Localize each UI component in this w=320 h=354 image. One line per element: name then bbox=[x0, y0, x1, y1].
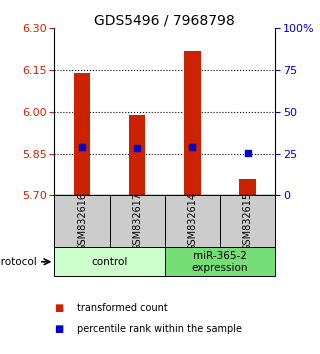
Text: GSM832614: GSM832614 bbox=[188, 192, 197, 251]
Text: GSM832617: GSM832617 bbox=[132, 192, 142, 251]
Bar bbox=[74, 73, 90, 195]
Bar bbox=[165, 247, 275, 276]
Bar bbox=[109, 195, 165, 247]
Text: miR-365-2
expression: miR-365-2 expression bbox=[192, 251, 248, 273]
Bar bbox=[184, 51, 201, 195]
Bar bbox=[54, 195, 109, 247]
Text: protocol: protocol bbox=[0, 257, 37, 267]
Text: GSM832615: GSM832615 bbox=[243, 192, 252, 251]
Text: GSM832616: GSM832616 bbox=[77, 192, 87, 251]
Text: ■: ■ bbox=[54, 303, 64, 313]
Text: control: control bbox=[92, 257, 128, 267]
Title: GDS5496 / 7968798: GDS5496 / 7968798 bbox=[94, 13, 235, 27]
Bar bbox=[239, 178, 256, 195]
Bar bbox=[54, 247, 165, 276]
Text: ■: ■ bbox=[54, 324, 64, 334]
Text: percentile rank within the sample: percentile rank within the sample bbox=[77, 324, 242, 334]
Text: transformed count: transformed count bbox=[77, 303, 168, 313]
Bar bbox=[165, 195, 220, 247]
Bar bbox=[129, 115, 146, 195]
Bar bbox=[220, 195, 275, 247]
